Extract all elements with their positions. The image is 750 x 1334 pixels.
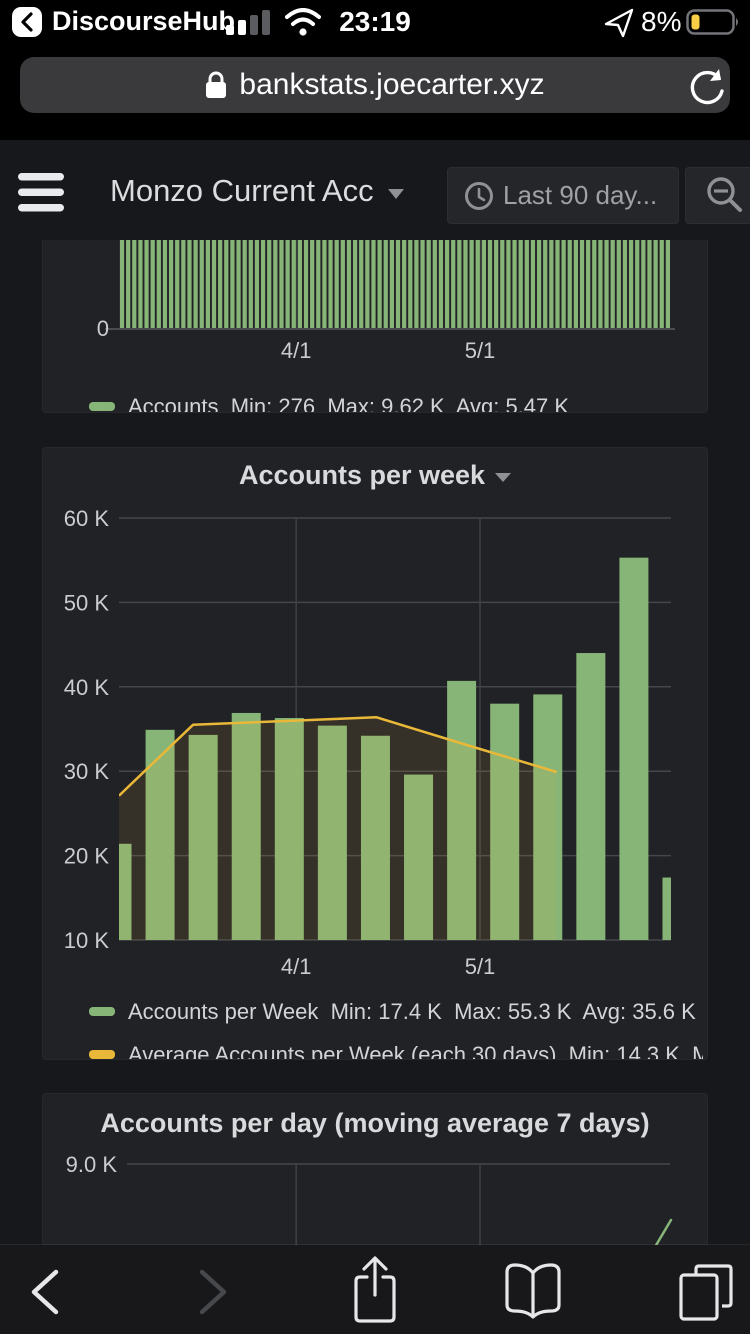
- back-to-app-button[interactable]: [12, 7, 42, 37]
- legend-label: Average Accounts per Week (each 30 days)…: [128, 1042, 703, 1060]
- panel-accounts-per-week: Accounts per week 60 K 50 K 40 K 30 K 20 K 10…: [42, 447, 708, 1060]
- zoom-out-icon: [707, 176, 742, 212]
- tabs-button[interactable]: [678, 1263, 734, 1321]
- dashboard-title: Monzo Current Acc: [110, 173, 374, 208]
- time-range-label: Last 90 day...: [503, 180, 658, 210]
- url-text: bankstats.joecarter.xyz: [239, 68, 545, 101]
- forward-button: [199, 1269, 227, 1315]
- battery-icon: [686, 9, 738, 35]
- clock-icon: [465, 181, 493, 210]
- lock-icon: [206, 71, 227, 98]
- svg-text:9.0 K: 9.0 K: [66, 1152, 118, 1177]
- reload-button[interactable]: [688, 66, 728, 106]
- menu-icon[interactable]: [18, 171, 64, 219]
- svg-text:20 K: 20 K: [64, 844, 110, 869]
- back-button[interactable]: [28, 1269, 62, 1315]
- legend-item[interactable]: Accounts per Week Min: 17.4 K Max: 55.3 …: [89, 999, 703, 1025]
- caret-down-icon: [387, 189, 404, 199]
- panel-accounts-per-day-ma: Accounts per day (moving average 7 days)…: [42, 1093, 708, 1245]
- legend-label: Accounts per Week Min: 17.4 K Max: 55.3 …: [128, 999, 696, 1024]
- svg-text:5/1: 5/1: [465, 338, 496, 363]
- status-time: 23:19: [339, 6, 411, 37]
- zoom-out-button[interactable]: [685, 167, 750, 224]
- panel-title-menu[interactable]: Accounts per week: [43, 460, 707, 491]
- safari-url-bar[interactable]: bankstats.joecarter.xyz: [20, 57, 730, 113]
- time-range-button[interactable]: Last 90 day...: [447, 167, 679, 224]
- legend-item[interactable]: Average Accounts per Week (each 30 days)…: [89, 1042, 703, 1060]
- svg-text:4/1: 4/1: [281, 338, 312, 363]
- legend-item[interactable]: Accounts Min: 276 Max: 9.62 K Avg: 5.47 …: [89, 394, 703, 413]
- svg-text:0: 0: [97, 316, 109, 341]
- legend-swatch: [89, 402, 115, 411]
- chevron-left-icon: [21, 12, 33, 32]
- location-arrow-icon: [604, 8, 634, 38]
- chart-accounts-bars[interactable]: 4/1 5/1 0: [43, 240, 707, 370]
- svg-text:30 K: 30 K: [64, 759, 110, 784]
- legend-swatch: [89, 1007, 115, 1016]
- svg-text:10 K: 10 K: [64, 928, 110, 953]
- dashboard-title-dropdown[interactable]: Monzo Current Acc: [110, 173, 404, 209]
- panel-title: Accounts per day (moving average 7 days): [100, 1108, 650, 1138]
- svg-text:5/1: 5/1: [465, 954, 496, 979]
- chart-accounts-per-day-ma[interactable]: 9.0 K: [43, 1094, 707, 1245]
- wifi-icon: [285, 8, 321, 36]
- panel-title: Accounts per week: [238, 460, 486, 490]
- status-bar: DiscourseHub 23:19 8%: [0, 0, 750, 44]
- safari-toolbar: [0, 1245, 750, 1334]
- previous-app-name: DiscourseHub: [52, 6, 236, 36]
- panel-accounts: 4/1 5/1 0 Accounts Min: 276 Max: 9.62 K Av…: [42, 240, 708, 413]
- safari-top-chrome: bankstats.joecarter.xyz: [0, 44, 750, 140]
- cellular-signal-icon: [226, 10, 270, 35]
- svg-text:40 K: 40 K: [64, 675, 110, 700]
- chart-accounts-per-week[interactable]: 60 K 50 K 40 K 30 K 20 K 10 K 4/1 5/1: [43, 448, 707, 988]
- share-button[interactable]: [352, 1255, 398, 1325]
- legend-swatch: [89, 1050, 115, 1059]
- panel-title-menu[interactable]: Accounts per day (moving average 7 days): [43, 1108, 707, 1139]
- grafana-page: Monzo Current Acc Last 90 day... 4/1 5/1 0…: [0, 140, 750, 1245]
- bookmarks-button[interactable]: [503, 1263, 563, 1319]
- caret-down-icon: [495, 473, 512, 482]
- svg-text:50 K: 50 K: [64, 590, 110, 615]
- svg-text:4/1: 4/1: [281, 954, 312, 979]
- battery-percent: 8%: [641, 6, 682, 37]
- legend-label: Accounts Min: 276 Max: 9.62 K Avg: 5.47 …: [128, 394, 570, 413]
- svg-text:60 K: 60 K: [64, 506, 110, 531]
